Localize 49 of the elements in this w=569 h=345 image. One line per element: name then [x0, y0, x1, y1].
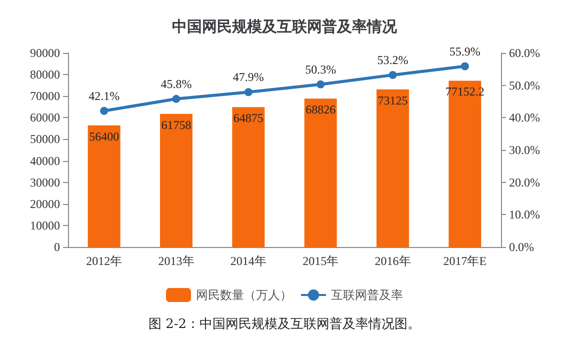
bar: [376, 89, 409, 247]
y-tick-label: 90000: [30, 46, 60, 60]
data-label: 47.9%: [232, 70, 264, 84]
x-tick-label: 2014年: [230, 254, 266, 268]
y2-tick-label: 0.0%: [509, 240, 534, 254]
y-tick-label: 70000: [30, 89, 60, 104]
data-label: 55.9%: [449, 44, 480, 58]
bar: [88, 125, 120, 247]
point: [460, 62, 469, 70]
point: [100, 106, 108, 115]
data-label: 64875: [233, 111, 264, 126]
chart-title: 中国网民规模及互联网普及率情况: [172, 18, 398, 36]
data-label: 73125: [378, 93, 408, 108]
y2-tick-label: 30.0%: [509, 143, 540, 157]
data-label: 50.3%: [305, 62, 336, 76]
data-label: 68826: [306, 102, 336, 117]
point: [172, 94, 180, 103]
x-tick-label: 2016年: [374, 254, 411, 268]
y2-tick-label: 10.0%: [509, 208, 540, 222]
y-tick-label: 50000: [30, 132, 60, 146]
data-label: 45.8%: [160, 76, 192, 91]
y-tick-label: 80000: [30, 68, 60, 82]
data-label: 61758: [161, 118, 192, 132]
y-tick-label: 20000: [30, 196, 60, 211]
y-tick-label: 10000: [30, 218, 60, 232]
y-tick-label: 40000: [30, 154, 60, 168]
bar: [232, 107, 265, 247]
x-tick-label: 2015年: [302, 254, 339, 268]
data-label: 42.1%: [88, 88, 120, 103]
y2-tick-label: 20.0%: [509, 175, 540, 190]
point: [316, 80, 325, 88]
x-tick-label: 2012年: [86, 254, 122, 268]
y-tick-label: 0: [54, 240, 60, 254]
caption: 图 2-2：中国网民规模及互联网普及率情况图。: [148, 316, 421, 332]
y2-tick-label: 40.0%: [509, 110, 540, 125]
bar: [160, 114, 192, 247]
data-label: 53.2%: [377, 52, 408, 67]
point: [388, 70, 397, 79]
x-tick-label: 2017年E: [443, 254, 487, 268]
data-label: 56400: [89, 129, 120, 144]
y-tick-label: 30000: [30, 175, 60, 190]
y2-tick-label: 60.0%: [509, 46, 540, 60]
legend-label: 互联网普及率: [331, 288, 403, 302]
y2-tick-label: 50.0%: [509, 78, 540, 92]
x-tick-label: 2013年: [158, 254, 194, 268]
point: [244, 88, 252, 96]
bar: [304, 98, 337, 247]
legend-label: 网民数量（万人）: [196, 288, 292, 302]
y-tick-label: 60000: [30, 110, 60, 125]
